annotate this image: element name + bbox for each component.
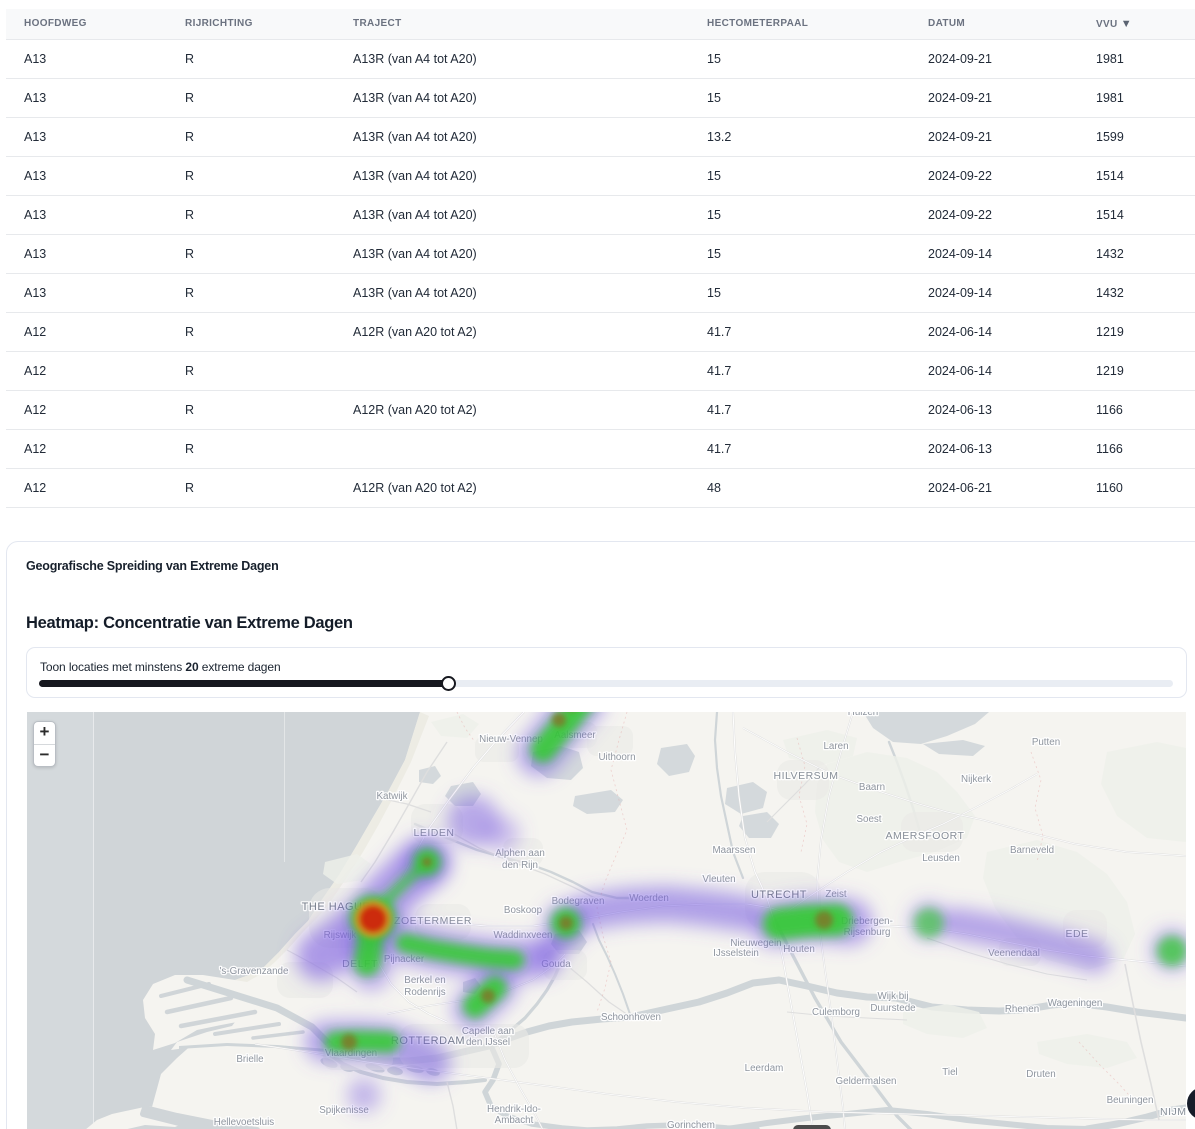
- svg-text:Rodenrijs: Rodenrijs: [404, 987, 445, 998]
- svg-text:Tiel: Tiel: [942, 1067, 957, 1078]
- svg-text:Hellevoetsluis: Hellevoetsluis: [214, 1117, 275, 1128]
- svg-text:Laren: Laren: [823, 741, 848, 752]
- svg-text:Wijk bij: Wijk bij: [877, 991, 908, 1002]
- svg-text:AMERSFOORT: AMERSFOORT: [886, 830, 965, 842]
- svg-text:Leusden: Leusden: [922, 853, 960, 864]
- svg-text:Houten: Houten: [783, 944, 815, 955]
- svg-text:Baarn: Baarn: [859, 782, 885, 793]
- svg-text:Beuningen: Beuningen: [1107, 1095, 1154, 1106]
- svg-text:Hendrik-Ido-: Hendrik-Ido-: [487, 1104, 541, 1115]
- svg-text:Ambacht: Ambacht: [495, 1115, 534, 1126]
- svg-text:Huizen: Huizen: [848, 712, 879, 718]
- svg-text:Soest: Soest: [856, 814, 881, 825]
- svg-text:Geldermalsen: Geldermalsen: [836, 1076, 897, 1087]
- svg-text:Brielle: Brielle: [236, 1054, 264, 1065]
- svg-text:Schoonhoven: Schoonhoven: [601, 1012, 661, 1023]
- svg-text:Gorinchem: Gorinchem: [667, 1120, 715, 1129]
- svg-text:Barneveld: Barneveld: [1010, 845, 1054, 856]
- svg-text:Leerdam: Leerdam: [745, 1063, 784, 1074]
- svg-text:Katwijk: Katwijk: [376, 791, 407, 802]
- svg-text:Culemborg: Culemborg: [812, 1007, 860, 1018]
- svg-text:den IJssel: den IJssel: [466, 1037, 510, 1048]
- svg-text:HILVERSUM: HILVERSUM: [774, 770, 839, 782]
- svg-text:Boskoop: Boskoop: [504, 905, 543, 916]
- svg-text:Berkel en: Berkel en: [404, 975, 445, 986]
- svg-text:Druten: Druten: [1026, 1069, 1055, 1080]
- svg-text:NIJME: NIJME: [1160, 1106, 1186, 1118]
- svg-text:Uithoorn: Uithoorn: [598, 752, 635, 763]
- svg-text:Nijkerk: Nijkerk: [961, 774, 991, 785]
- svg-text:Wageningen: Wageningen: [1048, 998, 1103, 1009]
- svg-text:IJsselstein: IJsselstein: [713, 948, 759, 959]
- svg-text:Putten: Putten: [1032, 737, 1060, 748]
- svg-text:Duurstede: Duurstede: [870, 1003, 916, 1014]
- svg-text:Vleuten: Vleuten: [702, 874, 735, 885]
- svg-text:den Rijn: den Rijn: [502, 860, 538, 871]
- svg-text:'s-Gravenzande: 's-Gravenzande: [220, 966, 289, 977]
- svg-text:LEIDEN: LEIDEN: [414, 827, 455, 839]
- svg-text:Rhenen: Rhenen: [1005, 1004, 1039, 1015]
- svg-text:Maarssen: Maarssen: [712, 845, 755, 856]
